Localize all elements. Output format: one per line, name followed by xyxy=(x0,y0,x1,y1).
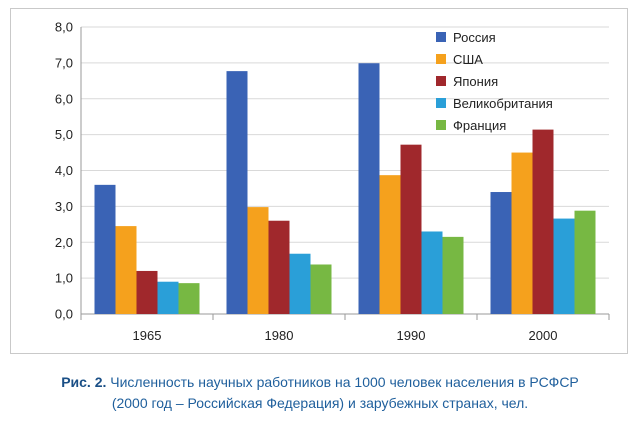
y-tick-label: 1,0 xyxy=(55,271,73,286)
bar xyxy=(511,152,533,314)
x-tick-label: 2000 xyxy=(529,328,558,343)
y-tick-label: 0,0 xyxy=(55,307,73,322)
bar xyxy=(289,253,311,314)
bar xyxy=(553,218,575,314)
y-tick-label: 2,0 xyxy=(55,235,73,250)
bar xyxy=(490,192,512,314)
legend-label: Франция xyxy=(453,118,506,133)
bar xyxy=(574,210,596,314)
bar xyxy=(178,283,200,314)
caption-text-1: Численность научных работников на 1000 ч… xyxy=(106,374,579,390)
y-tick-label: 3,0 xyxy=(55,199,73,214)
bar xyxy=(379,175,401,314)
bar xyxy=(94,184,116,314)
bar xyxy=(136,270,158,314)
x-tick-label: 1990 xyxy=(397,328,426,343)
bar xyxy=(247,207,269,314)
legend-swatch xyxy=(436,32,446,42)
legend-swatch xyxy=(436,120,446,130)
chart-frame: 0,0 1,0 2,0 3,0 4,0 5,0 6,0 7,0 8,0 1965 1980 1990 2… xyxy=(10,8,628,354)
y-tick-label: 7,0 xyxy=(55,55,73,70)
caption-line-2: (2000 год – Российская Федерация) и зару… xyxy=(111,395,529,411)
y-tick-label: 5,0 xyxy=(55,127,73,142)
caption-line-1: Рис. 2. Численность научных работников н… xyxy=(0,372,640,393)
legend-swatch xyxy=(436,54,446,64)
legend-label: США xyxy=(453,52,483,67)
caption-label: Рис. 2. xyxy=(61,374,107,390)
bar xyxy=(421,231,443,314)
legend-label: Россия xyxy=(453,30,496,45)
bar xyxy=(157,281,179,314)
y-tick-label: 6,0 xyxy=(55,91,73,106)
bar xyxy=(226,71,248,314)
bar xyxy=(310,264,332,314)
bar xyxy=(532,129,554,314)
legend-swatch xyxy=(436,98,446,108)
x-tick-label: 1965 xyxy=(133,328,162,343)
legend-label: Великобритания xyxy=(453,96,553,111)
bar xyxy=(400,144,422,314)
bar xyxy=(358,63,380,314)
legend-swatch xyxy=(436,76,446,86)
y-tick-label: 4,0 xyxy=(55,163,73,178)
bar xyxy=(115,226,137,314)
bar xyxy=(442,236,464,314)
x-tick-label: 1980 xyxy=(265,328,294,343)
legend-label: Япония xyxy=(453,74,498,89)
bar xyxy=(268,220,290,314)
bar-chart: 0,0 1,0 2,0 3,0 4,0 5,0 6,0 7,0 8,0 1965 1980 1990 2… xyxy=(55,20,610,343)
figure-caption: Рис. 2. Численность научных работников н… xyxy=(0,372,640,414)
y-tick-label: 8,0 xyxy=(55,20,73,35)
